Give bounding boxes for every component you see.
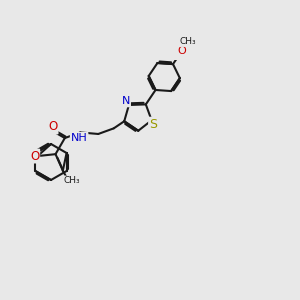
Text: CH₃: CH₃	[180, 37, 196, 46]
Text: O: O	[177, 46, 186, 56]
Text: S: S	[149, 118, 157, 131]
Text: NH: NH	[71, 133, 88, 143]
Text: N: N	[122, 96, 130, 106]
Text: O: O	[30, 149, 39, 163]
Text: O: O	[48, 121, 58, 134]
Text: CH₃: CH₃	[63, 176, 80, 185]
